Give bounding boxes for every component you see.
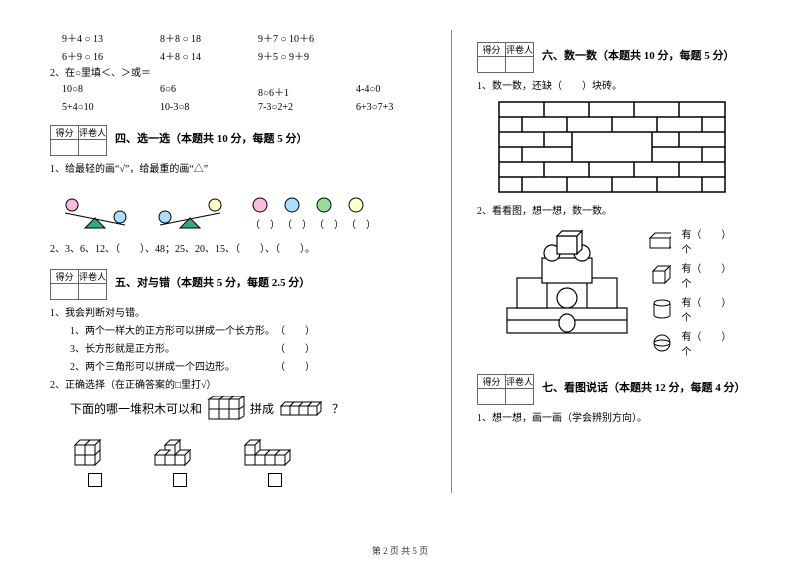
section-7-title: 七、看图说话（本题共 12 分，每题 4 分） [534, 379, 746, 405]
choice-blocks-2 [150, 430, 210, 470]
eq: 9＋4 ○ 13 [62, 30, 132, 45]
cylinder-icon [647, 299, 671, 319]
score-table: 得分评卷人 [477, 42, 534, 73]
sec5-q1-sub: 1、两个一样大的正方形可以拼成一个长方形。 （ ） [70, 324, 426, 339]
sphere-icon [647, 333, 671, 353]
text-a: 下面的哪一堆积木可以和 [70, 400, 202, 418]
eq: 6＋9 ○ 16 [62, 48, 132, 63]
score-label: 得分 [51, 270, 79, 284]
score-label: 得分 [478, 375, 506, 389]
fill-prompt: 2、在○里填＜、＞或＝ [50, 66, 426, 81]
score-box-4: 得分评卷人 四、选一选（本题共 10 分，每题 5 分） [50, 125, 426, 156]
castle-figure [477, 228, 637, 341]
blocks-icon-a [206, 396, 246, 422]
score-label: 得分 [478, 43, 506, 57]
svg-text:（ ）: （ ） [282, 219, 312, 231]
eq: 10○8 [62, 84, 132, 99]
sec6-q1: 1、数一数，还缺（ ）块砖。 [477, 79, 750, 94]
left-column: 9＋4 ○ 13 8＋8 ○ 18 9＋7 ○ 10＋6 6＋9 ○ 16 4＋… [50, 30, 426, 493]
score-label: 评卷人 [79, 270, 107, 284]
choice-checkbox[interactable] [88, 473, 102, 487]
score-box-5: 得分评卷人 五、对与错（本题共 5 分，每题 2.5 分） [50, 269, 426, 300]
shape-count: 有（ ）个 [681, 226, 730, 256]
score-table: 得分评卷人 [477, 374, 534, 405]
section-5-title: 五、对与错（本题共 5 分，每题 2.5 分） [107, 274, 310, 300]
sec5-q1-sub: 2、两个三角形可以拼成一个四边形。 （ ） [70, 360, 426, 375]
score-box-6: 得分评卷人 六、数一数（本题共 10 分，每题 5 分） [477, 42, 750, 73]
score-label: 评卷人 [506, 375, 534, 389]
eq: 4＋8 ○ 14 [160, 48, 230, 63]
sec6-q2: 2、看看图，想一想，数一数。 [477, 204, 750, 219]
choice-blocks-3 [240, 430, 310, 470]
sec5-q2-line: 下面的哪一堆积木可以和 拼成 ？ [50, 396, 426, 422]
section-4-title: 四、选一选（本题共 10 分，每题 5 分） [107, 130, 308, 156]
eq: 7-3○2+2 [258, 102, 328, 113]
eq: 9＋5 ○ 9＋9 [258, 48, 328, 63]
score-label: 评卷人 [79, 126, 107, 140]
score-box-7: 得分评卷人 七、看图说话（本题共 12 分，每题 4 分） [477, 374, 750, 405]
sec4-q2: 2、3、6、12、（ ）、48；25、20、15、（ ）、（ ）。 [50, 242, 426, 257]
sec4-q1: 1、给最轻的画“√”，给最重的画“△” [50, 162, 426, 177]
fill-block: 10○8 6○6 8○6＋1 4-4○0 5+4○10 10-3○8 7-3○2… [50, 84, 426, 113]
cube-icon [647, 265, 671, 285]
score-label: 评卷人 [506, 43, 534, 57]
choice-blocks-1 [70, 430, 120, 470]
text-b: 拼成 [250, 400, 274, 418]
eq: 6+3○7+3 [356, 102, 426, 113]
shape-count-list: 有（ ）个 有（ ）个 有（ ）个 有（ ）个 [647, 222, 750, 362]
choice-checkbox[interactable] [173, 473, 187, 487]
shape-count: 有（ ）个 [681, 260, 730, 290]
svg-text:（ ）: （ ） [346, 219, 370, 231]
shape-count: 有（ ）个 [681, 294, 730, 324]
eq: 4-4○0 [356, 84, 426, 99]
sec5-q1: 1、我会判断对与错。 [50, 306, 426, 321]
svg-text:（ ）: （ ） [314, 219, 344, 231]
eq: 10-3○8 [160, 102, 230, 113]
eq: 5+4○10 [62, 102, 132, 113]
brick-wall-figure [477, 100, 750, 198]
sec5-q1-sub: 3、长方形就是正方形。 （ ） [70, 342, 426, 357]
cuboid-icon [647, 231, 671, 251]
block-choices [50, 430, 426, 487]
sec5-q2: 2、正确选择（在正确答案的□里打√） [50, 378, 426, 393]
eq: 8＋8 ○ 18 [160, 30, 230, 45]
score-table: 得分评卷人 [50, 125, 107, 156]
shape-count: 有（ ）个 [681, 328, 730, 358]
eq: 8○6＋1 [258, 84, 328, 99]
right-column: 得分评卷人 六、数一数（本题共 10 分，每题 5 分） 1、数一数，还缺（ ）… [477, 30, 750, 493]
score-table: 得分评卷人 [50, 269, 107, 300]
column-divider [451, 30, 452, 493]
text-c: ？ [332, 400, 344, 418]
svg-text:（ ）: （ ） [250, 219, 280, 231]
page-footer: 第 2 页 共 5 页 [0, 544, 800, 557]
eq: 6○6 [160, 84, 230, 99]
sec7-q1: 1、想一想，画一画（学会辨别方向）。 [477, 411, 750, 426]
eq: 9＋7 ○ 10＋6 [258, 30, 328, 45]
seesaw-figure: （ ）（ ）（ ）（ ） [50, 183, 426, 236]
choice-checkbox[interactable] [268, 473, 282, 487]
score-label: 得分 [51, 126, 79, 140]
blocks-icon-b [278, 399, 328, 419]
section-6-title: 六、数一数（本题共 10 分，每题 5 分） [534, 47, 735, 73]
equation-block: 9＋4 ○ 13 8＋8 ○ 18 9＋7 ○ 10＋6 6＋9 ○ 16 4＋… [50, 30, 426, 63]
